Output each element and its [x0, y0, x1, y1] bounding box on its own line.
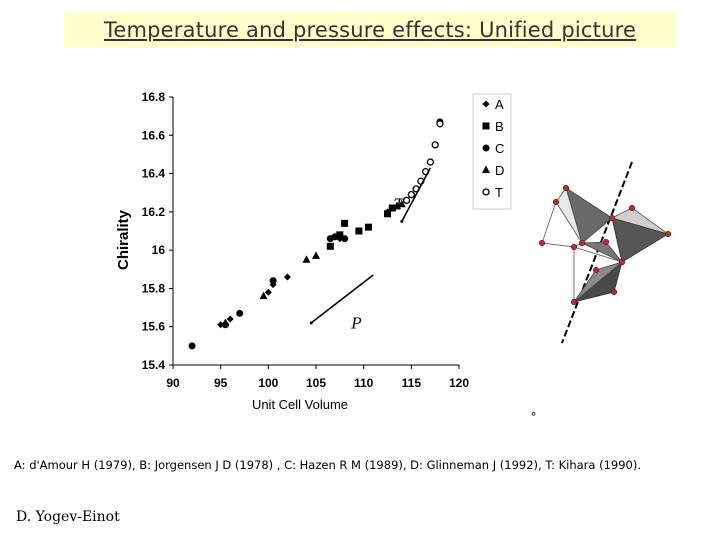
atom-node: [562, 184, 570, 192]
atom-node: [592, 266, 600, 274]
chart-annotations: TP: [309, 167, 432, 333]
atom-node: [618, 258, 626, 266]
title-banner: Temperature and pressure effects: Unifie…: [64, 12, 676, 48]
chart-axes: 15.4 15.6 15.8 16 16.2 16.4 16.6 16.8 90 95 100 105…: [115, 90, 469, 412]
helix-axis-line: [561, 161, 633, 344]
data-point-a: [283, 273, 291, 281]
legend-label-a: A: [495, 97, 504, 112]
data-point-a: [226, 315, 234, 323]
trend-arrow-p: [310, 274, 374, 324]
legend-label-c: C: [495, 141, 504, 156]
annotation-label-t: T: [394, 195, 405, 213]
tetrahedron-face: [611, 217, 669, 263]
legend-marker-c: [482, 144, 490, 152]
x-axis-label: Unit Cell Volume: [252, 397, 348, 412]
y-tick-label: 16: [152, 243, 166, 257]
legend-marker-b: [482, 122, 490, 130]
data-point-d: [312, 251, 320, 259]
legend-label-b: B: [495, 119, 504, 134]
legend-label-t: T: [495, 185, 503, 200]
data-point-t: [426, 158, 435, 166]
x-tick-label: 100: [258, 376, 278, 390]
data-point-t: [402, 196, 411, 205]
data-point-b: [384, 210, 391, 218]
annotation-label-p: P: [350, 315, 362, 333]
legend-label-d: D: [495, 163, 504, 178]
y-axis-label: Chirality: [115, 209, 132, 270]
atom-node: [570, 243, 578, 251]
degree-mark: °: [531, 409, 536, 424]
tetrahedron-face: [581, 241, 623, 263]
atom-node: [538, 239, 546, 247]
data-point-c: [236, 309, 244, 317]
data-point-b: [341, 219, 349, 227]
y-tick-label: 16.4: [142, 167, 166, 181]
atom-node: [628, 204, 636, 212]
y-tick-label: 15.4: [142, 358, 166, 372]
x-tick-label: 95: [214, 376, 228, 390]
tetrahedron-face: [565, 187, 613, 244]
atom-node: [664, 230, 672, 238]
data-point-t: [407, 190, 415, 199]
legend-marker-t: [482, 188, 490, 196]
data-point-d: [393, 201, 402, 210]
tetrahedra-structure-diagram: [538, 161, 672, 344]
author-credit: D. Yogev-Einot: [16, 509, 120, 525]
bond-line: [541, 201, 583, 248]
data-point-d: [259, 291, 268, 300]
data-point-b: [364, 223, 372, 231]
data-point-b: [388, 204, 396, 212]
x-tick-label: 105: [306, 376, 326, 390]
y-tick-label: 15.6: [142, 320, 166, 334]
atom-node: [578, 239, 586, 247]
legend-marker-a: [482, 100, 490, 108]
data-point-c: [269, 277, 277, 285]
bond-line: [573, 246, 623, 263]
data-point-t: [436, 120, 444, 128]
x-tick-label: 110: [354, 376, 374, 390]
slide-title: Temperature and pressure effects: Unifie…: [103, 18, 637, 42]
trend-arrow-tail: [400, 219, 404, 223]
atom-node: [608, 214, 616, 222]
data-point-t: [431, 141, 439, 149]
legend-marker-d: [482, 165, 490, 173]
data-point-d: [397, 199, 406, 208]
data-point-b: [355, 227, 363, 235]
y-tick-label: 16.8: [142, 90, 166, 104]
data-point-b: [336, 231, 344, 239]
y-tick-label: 16.2: [142, 205, 166, 219]
atom-node: [552, 198, 560, 206]
atom-node: [610, 288, 618, 296]
x-tick-label: 115: [402, 376, 422, 390]
atom-node: [570, 298, 578, 306]
y-tick-label: 15.8: [142, 281, 166, 295]
data-point-b: [326, 242, 334, 250]
tetrahedron-face: [573, 261, 623, 303]
atom-node: [602, 238, 610, 246]
data-point-d: [221, 318, 230, 326]
data-point-a: [264, 288, 272, 296]
data-point-c: [331, 233, 339, 241]
data-point-c: [188, 342, 196, 350]
y-tick-label: 16.6: [142, 128, 166, 142]
data-point-d: [302, 255, 311, 263]
data-point-c: [341, 235, 349, 243]
trend-arrow-t: [401, 167, 432, 222]
legend-box: [472, 93, 512, 210]
trend-arrow-tail: [309, 321, 313, 325]
x-tick-label: 120: [449, 376, 469, 390]
chart-marks: [188, 118, 444, 350]
x-tick-label: 90: [166, 376, 180, 390]
references-line: A: d'Amour H (1979), B: Jorgensen J D (1…: [14, 458, 642, 472]
